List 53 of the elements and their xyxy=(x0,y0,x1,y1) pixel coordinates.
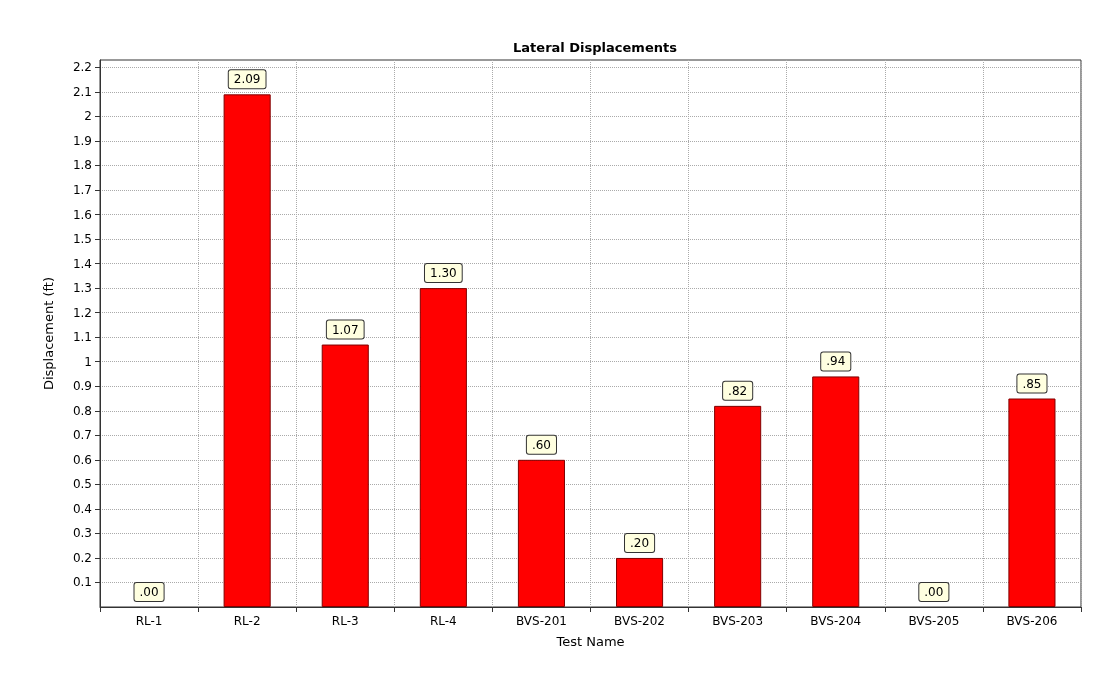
y-tick-label: 0.8 xyxy=(72,403,92,418)
x-tick-label: BVS-206 xyxy=(1006,614,1058,628)
y-tick-label: 1.6 xyxy=(72,207,92,222)
x-axis-title: Test Name xyxy=(555,634,625,649)
bar xyxy=(812,376,860,607)
y-tick-label: 0.3 xyxy=(72,526,92,541)
x-tick-label: BVS-201 xyxy=(515,614,567,628)
data-label: 1.07 xyxy=(331,322,359,337)
y-tick-label: 0.7 xyxy=(72,428,92,443)
x-tick-label: RL-1 xyxy=(135,614,163,628)
bar xyxy=(321,344,369,607)
y-tick-label: 0.5 xyxy=(72,477,92,492)
bar xyxy=(223,94,271,607)
data-label: 2.09 xyxy=(233,72,261,87)
x-tick-label: BVS-205 xyxy=(908,614,960,628)
data-label: .00 xyxy=(924,585,944,599)
chart-title: Lateral Displacements xyxy=(513,40,678,55)
y-tick-label: 0.6 xyxy=(72,452,92,467)
y-tick-label: 1.7 xyxy=(72,183,92,197)
y-tick-label: 1.3 xyxy=(72,281,92,296)
data-label: 1.30 xyxy=(429,266,457,281)
y-tick-label: 2.2 xyxy=(72,60,92,75)
bar xyxy=(714,405,762,607)
y-tick-label: 1.4 xyxy=(72,256,92,271)
x-tick-label: BVS-203 xyxy=(712,614,764,628)
data-label: .20 xyxy=(630,535,650,550)
bar xyxy=(1008,398,1056,607)
bar xyxy=(517,459,565,607)
data-label: .85 xyxy=(1022,376,1042,391)
y-tick-label: 0.1 xyxy=(72,575,92,590)
x-tick-label: BVS-204 xyxy=(810,614,862,628)
x-tick-label: RL-2 xyxy=(233,614,261,628)
y-tick-label: 1.8 xyxy=(72,158,92,173)
y-tick-label: 1.1 xyxy=(72,330,92,345)
y-tick-label: 0.4 xyxy=(72,501,92,516)
data-label: .00 xyxy=(139,585,159,599)
x-tick-label: RL-4 xyxy=(429,614,457,628)
y-tick-label: 2.1 xyxy=(72,84,92,99)
y-tick-label: 0.9 xyxy=(72,379,92,394)
y-tick-label: 1.9 xyxy=(72,133,92,148)
data-label: .94 xyxy=(826,354,846,369)
data-label: .82 xyxy=(728,383,748,398)
y-tick-label: 2 xyxy=(84,109,92,124)
x-tick-label: RL-3 xyxy=(331,614,359,628)
bar xyxy=(419,288,467,607)
y-tick-label: 1.5 xyxy=(72,232,92,247)
y-tick-label: 1 xyxy=(84,354,92,369)
bar xyxy=(616,557,664,607)
y-axis-title: Displacement (ft) xyxy=(41,276,56,391)
x-tick-label: BVS-202 xyxy=(614,614,666,628)
y-tick-label: 0.2 xyxy=(72,550,92,565)
y-tick-label: 1.2 xyxy=(72,305,92,320)
data-label: .60 xyxy=(531,437,551,452)
